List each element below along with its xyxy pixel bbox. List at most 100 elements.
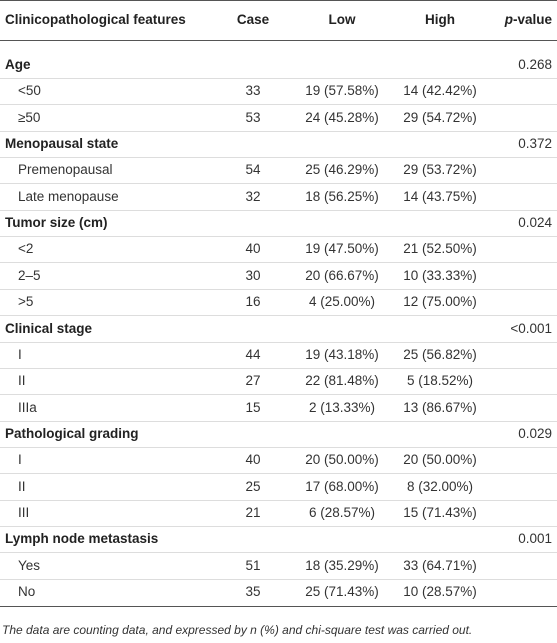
high-cell: 8 (32.00%) — [406, 478, 474, 494]
row-rule — [0, 446, 557, 448]
row-rule — [0, 394, 557, 396]
case-cell: 51 — [245, 557, 261, 573]
row-label: IIIa — [18, 399, 37, 415]
high-cell: 14 (43.75%) — [403, 188, 477, 204]
header-cell: Low — [328, 12, 356, 27]
high-cell: 29 (53.72%) — [403, 162, 477, 178]
high-cell: 29 (54.72%) — [403, 109, 477, 125]
low-cell: 17 (68.00%) — [305, 478, 379, 494]
bottom-rule — [0, 606, 557, 607]
row-label: <50 — [18, 83, 41, 99]
row-label: I — [18, 452, 22, 468]
row-rule — [0, 473, 557, 475]
case-cell: 15 — [245, 399, 261, 415]
row-label: I — [18, 346, 22, 362]
row-rule — [0, 262, 557, 264]
header-cell: p-value — [505, 12, 552, 28]
low-cell: 4 (25.00%) — [308, 294, 376, 310]
low-cell: 20 (50.00%) — [305, 452, 379, 468]
row-rule — [0, 104, 557, 106]
row-label: 2–5 — [18, 267, 41, 283]
row-label: No — [18, 584, 36, 599]
row-rule — [0, 525, 557, 527]
row-label: >5 — [18, 294, 34, 310]
low-cell: 19 (43.18%) — [305, 346, 379, 362]
row-rule — [0, 209, 557, 211]
row-rule — [0, 341, 557, 343]
row-rule — [0, 236, 557, 238]
top-rule — [0, 0, 557, 1]
row-rule — [0, 315, 557, 317]
header-rule — [0, 40, 557, 41]
p-value: 0.001 — [518, 531, 552, 547]
low-cell: 6 (28.57%) — [308, 504, 376, 520]
low-cell: 22 (81.48%) — [305, 373, 379, 389]
p-value: 0.024 — [518, 215, 552, 231]
header-cell: Case — [236, 12, 270, 27]
case-cell: 40 — [245, 452, 261, 468]
high-cell: 13 (86.67%) — [403, 399, 477, 415]
header-italic: p — [504, 12, 513, 27]
high-cell: 10 (28.57%) — [403, 584, 477, 599]
group-label: Tumor size (cm) — [5, 215, 108, 231]
group-label: Pathological grading — [5, 425, 139, 441]
group-label: Age — [5, 57, 31, 72]
low-cell: 20 (66.67%) — [305, 267, 379, 283]
low-cell: 19 (57.58%) — [305, 83, 379, 99]
high-cell: 10 (33.33%) — [403, 267, 477, 283]
header-cell: High — [425, 12, 455, 27]
case-cell: 44 — [245, 346, 261, 362]
row-label: II — [18, 478, 26, 494]
row-label: III — [18, 504, 30, 520]
case-cell: 16 — [245, 294, 261, 310]
row-label: II — [18, 373, 26, 389]
high-cell: 5 (18.52%) — [406, 373, 474, 389]
p-value: <0.001 — [510, 320, 552, 336]
group-label: Clinical stage — [5, 320, 93, 336]
row-label: <2 — [18, 241, 34, 257]
row-rule — [0, 552, 557, 554]
low-cell: 25 (46.29%) — [305, 162, 379, 178]
case-cell: 54 — [245, 162, 261, 178]
p-value: 0.029 — [518, 425, 552, 441]
low-cell: 2 (13.33%) — [308, 399, 376, 415]
case-cell: 25 — [245, 478, 261, 494]
footnote: The data are counting data, and expresse… — [2, 623, 473, 637]
low-cell: 19 (47.50%) — [305, 241, 379, 257]
high-cell: 20 (50.00%) — [403, 452, 477, 468]
high-cell: 12 (75.00%) — [403, 294, 477, 310]
case-cell: 32 — [245, 188, 261, 204]
p-value: 0.268 — [518, 57, 552, 72]
case-cell: 33 — [245, 83, 261, 99]
low-cell: 18 (56.25%) — [305, 188, 379, 204]
row-rule — [0, 157, 557, 159]
high-cell: 33 (64.71%) — [403, 557, 477, 573]
high-cell: 21 (52.50%) — [403, 241, 477, 257]
case-cell: 27 — [245, 373, 261, 389]
case-cell: 30 — [245, 267, 261, 283]
high-cell: 15 (71.43%) — [403, 504, 477, 520]
case-cell: 53 — [245, 109, 261, 125]
high-cell: 25 (56.82%) — [403, 346, 477, 362]
header-text: -value — [512, 12, 552, 27]
row-rule — [0, 499, 557, 501]
row-label: Late menopause — [18, 188, 119, 204]
row-label: ≥50 — [18, 109, 41, 125]
p-value: 0.372 — [518, 136, 552, 152]
row-rule — [0, 130, 557, 132]
group-label: Lymph node metastasis — [5, 531, 159, 547]
row-rule — [0, 183, 557, 185]
header-cell: Clinicopathological features — [5, 12, 186, 27]
row-label: Yes — [18, 557, 41, 573]
low-cell: 24 (45.28%) — [305, 109, 379, 125]
low-cell: 25 (71.43%) — [305, 584, 379, 599]
low-cell: 18 (35.29%) — [305, 557, 379, 573]
row-rule — [0, 367, 557, 369]
row-rule — [0, 578, 557, 580]
case-cell: 35 — [245, 584, 261, 599]
row-rule — [0, 420, 557, 422]
high-cell: 14 (42.42%) — [403, 83, 477, 99]
case-cell: 40 — [245, 241, 261, 257]
row-label: Premenopausal — [18, 162, 113, 178]
